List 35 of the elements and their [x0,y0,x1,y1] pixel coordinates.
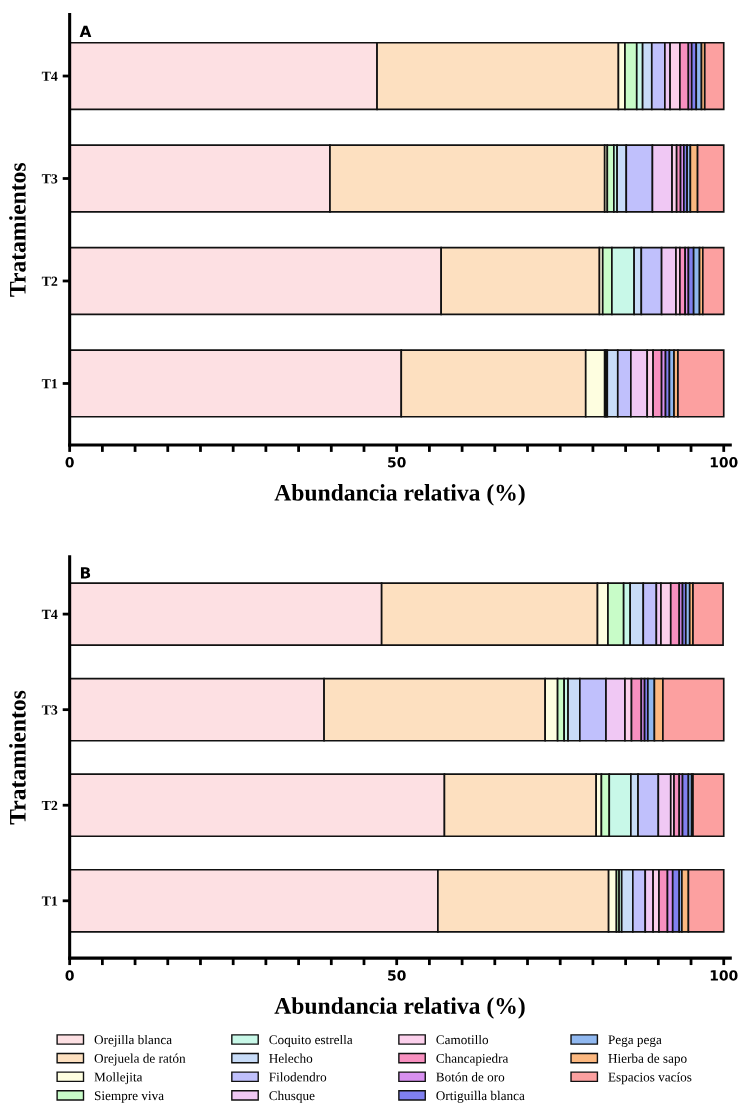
legend-label: Mollejita [94,1072,143,1085]
legend-label: Ortiguilla blanca [436,1090,525,1103]
x-tick-label: 100 [710,970,738,981]
x-axis-title: Abundancia relativa (%) [274,997,525,1019]
x-axis-title: Abundancia relativa (%) [274,484,525,506]
legend-label: Espacios vacíos [608,1072,692,1085]
y-axis-title: Tratamientos [9,690,26,825]
legend-label: Chusque [269,1090,315,1103]
legend-label: Orejuela de ratón [94,1053,186,1066]
y-tick-label: T2 [41,276,58,286]
y-tick-label: T1 [41,896,58,906]
y-axis-title: Tratamientos [9,163,26,297]
legend-label: Filodendro [269,1072,327,1082]
legend-label: Coquito estrella [269,1034,353,1047]
text: A [79,25,92,37]
y-tick-label: T3 [41,174,58,184]
x-tick-label: 50 [388,970,406,981]
text: B [80,567,91,579]
y-tick-label: T3 [41,705,58,715]
legend-label: Orejilla blanca [94,1034,172,1047]
y-tick-label: T1 [41,379,58,389]
legend-label: Chancapiedra [436,1053,509,1066]
y-tick-label: T4 [41,71,58,81]
legend-label: Siempre viva [94,1091,164,1103]
legend-label: Camotillo [436,1034,489,1045]
x-tick-label: 0 [65,970,74,981]
legend-label: Helecho [269,1053,313,1063]
y-tick-label: T4 [41,609,58,619]
x-tick-label: 0 [65,457,74,468]
legend-label: Botón de oro [436,1072,505,1082]
legend-label: Hierba de sapo [608,1053,687,1066]
y-tick-label: T2 [41,800,58,811]
legend-label: Pega pega [608,1035,662,1047]
x-tick-label: 50 [388,457,406,468]
x-tick-label: 100 [710,457,738,468]
